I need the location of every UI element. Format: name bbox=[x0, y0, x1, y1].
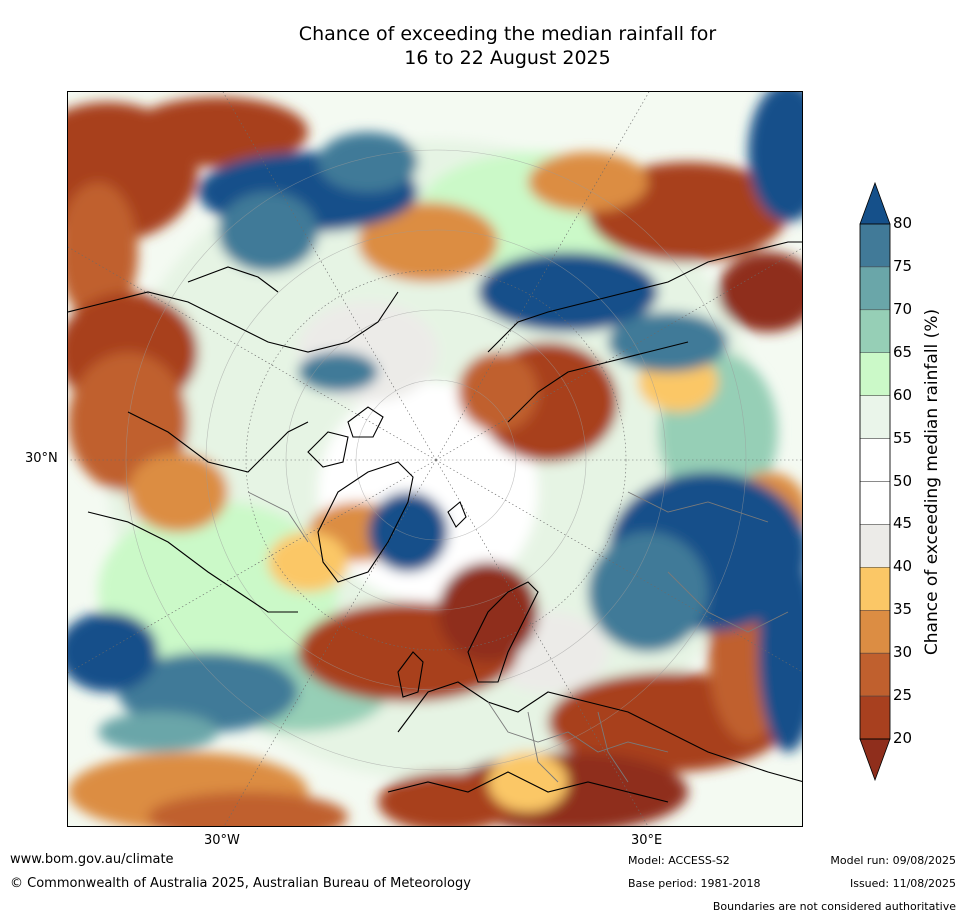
rainfall-probability-map bbox=[67, 91, 803, 827]
colorbar-tick-label: 80 bbox=[893, 214, 913, 232]
colorbar-bin bbox=[859, 524, 891, 568]
colorbar-bin bbox=[859, 266, 891, 311]
lon-label-30e: 30°E bbox=[631, 833, 663, 848]
title-line-1: Chance of exceeding the median rainfall … bbox=[298, 23, 717, 45]
colorbar-tick-label: 70 bbox=[893, 299, 913, 318]
issued-label: Issued: 11/08/2025 bbox=[849, 877, 956, 890]
colorbar-tick-label: 65 bbox=[893, 342, 913, 361]
colorbar-tick-label: 25 bbox=[893, 686, 913, 705]
colorbar-outline bbox=[859, 223, 891, 740]
lon-label-30w: 30°W bbox=[204, 833, 240, 848]
model-run-label: Model run: 09/08/2025 bbox=[830, 854, 956, 867]
lat-label-30n: 30°N bbox=[25, 451, 58, 466]
colorbar-bin bbox=[859, 481, 891, 525]
colorbar-tick-label: 55 bbox=[893, 428, 913, 447]
country-borders bbox=[247, 491, 789, 783]
website-link[interactable]: www.bom.gov.au/climate bbox=[10, 852, 174, 867]
copyright-text: © Commonwealth of Australia 2025, Austra… bbox=[10, 876, 471, 891]
base-period-label: Base period: 1981-2018 bbox=[628, 877, 761, 890]
graticule bbox=[68, 92, 802, 826]
map-title: Chance of exceeding the median rainfall … bbox=[0, 22, 965, 70]
disclaimer-text: Boundaries are not considered authoritat… bbox=[712, 900, 956, 913]
colorbar-tick-label: 50 bbox=[893, 471, 913, 490]
model-label: Model: ACCESS-S2 bbox=[628, 854, 730, 867]
colorbar-tick-label: 45 bbox=[893, 514, 913, 533]
colorbar-bin bbox=[859, 395, 891, 439]
colorbar-bin bbox=[859, 567, 891, 611]
colorbar-bin bbox=[859, 223, 891, 268]
colorbar-tick-label: 20 bbox=[893, 729, 913, 747]
colorbar-bin bbox=[859, 652, 891, 697]
colorbar-tick-label: 35 bbox=[893, 600, 913, 619]
colorbar-bin bbox=[859, 309, 891, 354]
colorbar bbox=[859, 182, 891, 782]
map-svg bbox=[68, 92, 802, 826]
colorbar-label: Chance of exceeding median rainfall (%) bbox=[922, 308, 942, 656]
colorbar-bin bbox=[859, 352, 891, 396]
colorbar-tick-label: 40 bbox=[893, 557, 913, 576]
colorbar-bin bbox=[859, 438, 891, 482]
colorbar-tick-label: 30 bbox=[893, 643, 913, 662]
coastlines bbox=[68, 241, 802, 803]
colorbar-bin bbox=[859, 695, 891, 740]
title-line-2: 16 to 22 August 2025 bbox=[404, 47, 611, 69]
colorbar-tick-label: 60 bbox=[893, 385, 913, 404]
colorbar-tick-label: 75 bbox=[893, 256, 913, 275]
colorbar-bin bbox=[859, 610, 891, 654]
colorbar-extend-low bbox=[859, 738, 891, 782]
colorbar-extend-high bbox=[859, 182, 891, 225]
